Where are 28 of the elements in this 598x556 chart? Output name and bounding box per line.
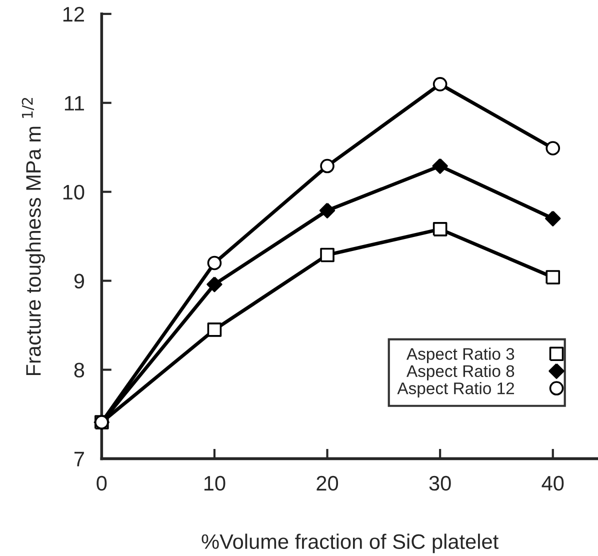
x-tick-label: 0	[96, 476, 107, 491]
point	[432, 222, 448, 236]
x-tick-label: 30	[429, 476, 451, 491]
point	[546, 141, 560, 156]
x-tick-label: 20	[316, 476, 338, 491]
point	[320, 248, 334, 262]
point	[207, 322, 222, 337]
point	[320, 158, 334, 174]
y-tick-label: 9	[74, 274, 84, 289]
legend-label: Aspect Ratio 3	[406, 348, 514, 364]
y-tick-label: 7	[74, 452, 84, 466]
x-tick-label: 40	[542, 476, 564, 491]
y-tick-label: 12	[63, 6, 84, 22]
y-axis-title: Fracture toughness MPa m $^{1/2}$	[22, 98, 45, 376]
point	[206, 276, 222, 292]
y-tick-label: 11	[64, 96, 84, 110]
y-tick-label: 8	[74, 362, 84, 378]
point	[546, 270, 560, 284]
legend-label: Aspect Ratio 8	[406, 364, 514, 380]
point	[432, 77, 448, 92]
point	[432, 158, 448, 174]
y-tick-label: 10	[63, 184, 84, 200]
point	[207, 256, 222, 270]
legend-label: Aspect Ratio 12	[397, 382, 514, 398]
x-tick-label: 10	[204, 476, 226, 491]
x-axis-title: %Volume fraction of SiC platelet	[202, 534, 498, 554]
point	[319, 202, 336, 218]
point	[545, 210, 561, 226]
